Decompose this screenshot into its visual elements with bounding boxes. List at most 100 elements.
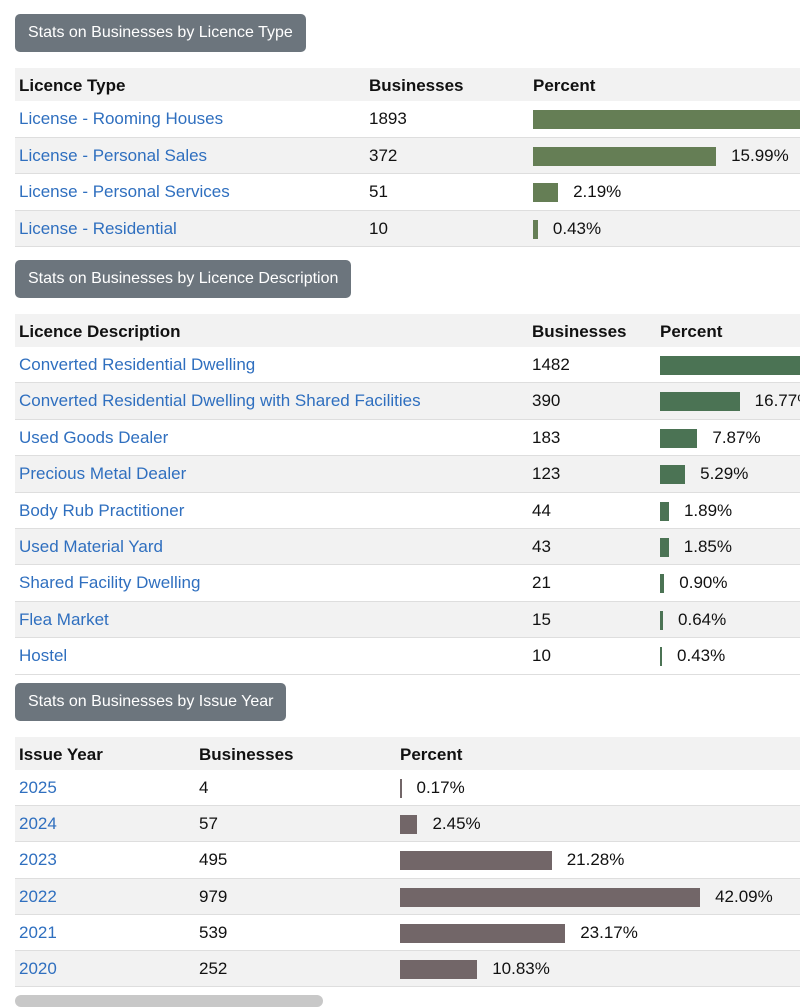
row-label-link[interactable]: Used Goods Dealer — [19, 427, 169, 447]
row-label-link[interactable]: 2020 — [19, 958, 57, 978]
percent-label: 42.09% — [715, 886, 773, 906]
row-label-link[interactable]: 2021 — [19, 922, 57, 942]
licence-type-table: Licence Type Businesses Percent License … — [15, 68, 800, 247]
row-count: 1482 — [532, 355, 570, 374]
percent-bar — [660, 647, 663, 667]
row-label-link[interactable]: 2024 — [19, 814, 57, 834]
row-label-link[interactable]: License - Personal Services — [19, 182, 230, 201]
issue-year-stats-button[interactable]: Stats on Businesses by Issue Year — [15, 683, 287, 721]
row-count: 51 — [369, 182, 388, 201]
percent-bar — [660, 356, 800, 375]
row-count: 183 — [532, 427, 561, 447]
percent-label: 1.89% — [683, 500, 733, 520]
table-header-row: Licence Type Businesses Percent — [15, 68, 800, 101]
row-count: 15 — [532, 609, 551, 629]
licence-type-stats-button[interactable]: Stats on Businesses by Licence Type — [15, 14, 306, 52]
percent-label: 15.99% — [731, 145, 789, 165]
percent-label: 0.90% — [679, 573, 728, 593]
row-label-link[interactable]: License - Rooming Houses — [19, 109, 224, 128]
header-percent: Percent — [660, 322, 723, 341]
table-row: License - Personal Services 51 2.19% — [15, 174, 800, 211]
percent-label: 2.19% — [573, 182, 622, 201]
row-count: 252 — [199, 958, 228, 978]
percent-bar — [533, 183, 559, 202]
row-count: 10 — [369, 218, 388, 238]
row-count: 57 — [199, 814, 218, 834]
row-label-link[interactable]: 2023 — [19, 850, 57, 870]
row-label-link[interactable]: 2025 — [19, 778, 57, 797]
header-percent: Percent — [533, 76, 596, 95]
row-label-link[interactable]: Precious Metal Dealer — [19, 464, 187, 484]
header-issue-year: Issue Year — [19, 745, 103, 764]
header-businesses: Businesses — [199, 745, 294, 764]
percent-bar — [660, 392, 740, 412]
header-licence-description: Licence Description — [19, 322, 181, 341]
table-row: 2024 57 2.45% — [15, 806, 800, 843]
row-count: 21 — [532, 573, 551, 593]
row-label-link[interactable]: Shared Facility Dwelling — [19, 573, 201, 593]
table-row: 2020 252 10.83% — [15, 950, 800, 988]
next-section-button[interactable] — [15, 995, 323, 1007]
issue-year-table: Issue Year Businesses Percent 2025 4 0.17%… — [15, 737, 800, 988]
percent-label: 0.43% — [552, 218, 602, 238]
percent-label: 0.43% — [677, 646, 726, 666]
row-count: 1893 — [369, 109, 407, 128]
row-label-link[interactable]: License - Residential — [19, 218, 177, 238]
header-businesses: Businesses — [369, 76, 464, 95]
percent-bar — [660, 501, 669, 521]
table-row: 2025 4 0.17% — [15, 770, 800, 807]
row-count: 4 — [199, 778, 209, 797]
percent-bar — [400, 851, 552, 871]
table-row: Used Goods Dealer 183 7.87% — [15, 420, 800, 457]
row-label-link[interactable]: Converted Residential Dwelling with Shar… — [19, 391, 421, 411]
percent-bar — [400, 815, 418, 835]
percent-bar — [400, 923, 566, 943]
percent-bar — [400, 887, 701, 907]
row-count: 372 — [369, 145, 398, 165]
table-header-row: Issue Year Businesses Percent — [15, 737, 800, 770]
percent-bar — [400, 779, 402, 798]
row-count: 123 — [532, 464, 561, 484]
percent-label: 21.28% — [566, 850, 625, 870]
table-header-row: Licence Description Businesses Percent — [15, 314, 800, 347]
table-row: Converted Residential Dwelling 1482 — [15, 347, 800, 384]
table-row: 2023 495 21.28% — [15, 842, 800, 879]
table-row: Precious Metal Dealer 123 5.29% — [15, 456, 800, 493]
percent-label: 2.45% — [432, 814, 481, 834]
percent-bar — [533, 110, 800, 129]
row-label-link[interactable]: Body Rub Practitioner — [19, 500, 185, 520]
row-count: 495 — [199, 850, 228, 870]
row-label-link[interactable]: Hostel — [19, 646, 68, 666]
table-row: Flea Market 15 0.64% — [15, 601, 800, 639]
percent-bar — [660, 610, 664, 630]
table-row: License - Residential 10 0.43% — [15, 210, 800, 247]
row-label-link[interactable]: Flea Market — [19, 609, 109, 629]
table-row: Body Rub Practitioner 44 1.89% — [15, 493, 800, 529]
row-label-link[interactable]: Used Material Yard — [19, 536, 163, 556]
row-label-link[interactable]: License - Personal Sales — [19, 145, 208, 165]
table-row: Hostel 10 0.43% — [15, 638, 800, 675]
row-label-link[interactable]: Converted Residential Dwelling — [19, 355, 256, 374]
table-row: Converted Residential Dwelling with Shar… — [15, 383, 800, 420]
row-count: 44 — [532, 500, 551, 520]
percent-bar — [533, 219, 538, 239]
percent-label: 23.17% — [580, 922, 638, 942]
header-businesses: Businesses — [532, 322, 627, 341]
row-count: 979 — [199, 886, 228, 906]
percent-bar — [660, 465, 686, 485]
table-row: License - Rooming Houses 1893 — [15, 101, 800, 138]
percent-bar — [533, 146, 717, 166]
licence-description-stats-button[interactable]: Stats on Businesses by Licence Descripti… — [15, 260, 352, 298]
percent-bar — [400, 959, 478, 979]
row-count: 390 — [532, 391, 561, 411]
percent-label: 16.77% — [754, 391, 800, 411]
table-row: 2021 539 23.17% — [15, 915, 800, 951]
row-count: 539 — [199, 922, 228, 942]
percent-label: 5.29% — [700, 464, 749, 484]
percent-label: 1.85% — [683, 536, 732, 556]
licence-description-table: Licence Description Businesses Percent C… — [15, 314, 800, 675]
row-label-link[interactable]: 2022 — [19, 886, 57, 906]
table-row: 2022 979 42.09% — [15, 878, 800, 915]
percent-label: 0.17% — [416, 778, 465, 797]
row-count: 10 — [532, 646, 551, 666]
